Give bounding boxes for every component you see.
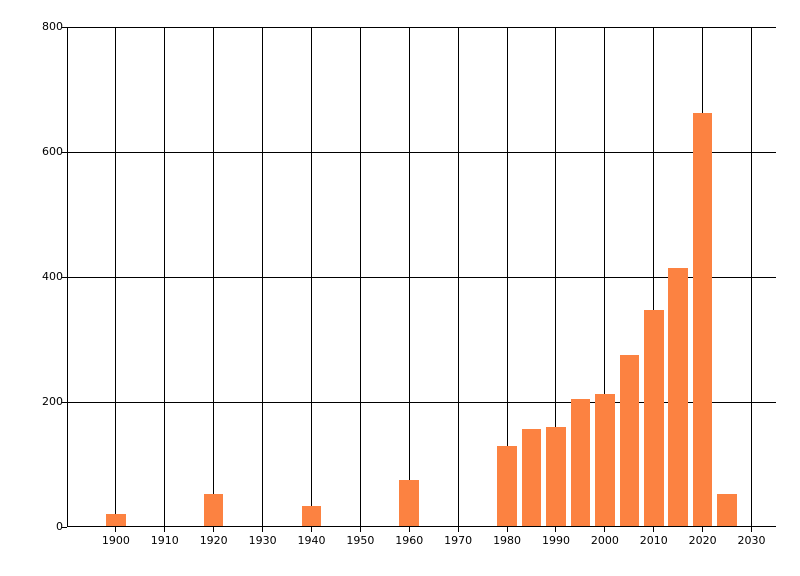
- y-tick-mark: [62, 401, 67, 403]
- x-tick-label: 2000: [590, 534, 619, 547]
- y-tick-mark: [62, 26, 67, 28]
- x-tick-label: 2030: [737, 534, 766, 547]
- bar: [692, 113, 713, 527]
- y-axis-line: [67, 27, 68, 527]
- x-tick-label: 1990: [541, 534, 570, 547]
- y-tick-label: 400: [42, 270, 63, 283]
- y-tick-label: 600: [42, 145, 63, 158]
- bar: [619, 355, 640, 527]
- bar: [399, 479, 420, 527]
- x-gridline: [506, 27, 508, 527]
- y-tick-mark: [62, 276, 67, 278]
- x-tick-label: 1960: [395, 534, 424, 547]
- x-tick-mark: [164, 527, 166, 532]
- x-tick-label: 2020: [688, 534, 717, 547]
- x-gridline: [262, 27, 264, 527]
- x-gridline: [359, 27, 361, 527]
- x-tick-mark: [408, 527, 410, 532]
- bar: [570, 398, 591, 527]
- bar: [546, 427, 566, 527]
- x-tick-label: 1970: [444, 534, 473, 547]
- bar: [717, 493, 737, 527]
- plot-area: [62, 26, 776, 532]
- x-tick-label: 1910: [150, 534, 179, 547]
- y-tick-label: 800: [42, 20, 63, 33]
- x-tick-mark: [213, 527, 215, 532]
- y-gridline: [67, 276, 776, 278]
- y-gridline: [67, 26, 776, 28]
- x-axis-line: [67, 526, 776, 527]
- x-gridline: [653, 27, 655, 527]
- x-tick-mark: [604, 527, 606, 532]
- x-tick-label: 1980: [493, 534, 522, 547]
- y-gridline: [67, 151, 776, 153]
- bar: [497, 445, 517, 527]
- x-gridline: [457, 27, 459, 527]
- x-tick-mark: [310, 527, 312, 532]
- x-tick-mark: [457, 527, 459, 532]
- bar: [203, 493, 224, 527]
- x-tick-mark: [653, 527, 655, 532]
- x-gridline: [555, 27, 557, 527]
- x-tick-label: 1930: [248, 534, 277, 547]
- x-tick-mark: [751, 527, 753, 532]
- x-gridline: [310, 27, 312, 527]
- y-tick-label: 200: [42, 395, 63, 408]
- bar: [668, 268, 688, 527]
- bar: [106, 513, 126, 527]
- x-tick-mark: [555, 527, 557, 532]
- x-tick-mark: [262, 527, 264, 532]
- x-tick-label: 1900: [101, 534, 130, 547]
- y-gridline: [67, 401, 776, 403]
- bar: [521, 428, 542, 527]
- x-tick-mark: [359, 527, 361, 532]
- x-tick-mark: [506, 527, 508, 532]
- y-tick-label: 0: [56, 520, 63, 533]
- x-tick-label: 1920: [199, 534, 228, 547]
- x-gridline: [115, 27, 117, 527]
- x-tick-label: 1940: [297, 534, 326, 547]
- x-tick-label: 2010: [639, 534, 668, 547]
- x-gridline: [164, 27, 166, 527]
- bar: [643, 309, 664, 527]
- x-tick-label: 1950: [346, 534, 375, 547]
- y-tick-mark: [62, 151, 67, 153]
- y-tick-mark: [62, 526, 67, 528]
- x-gridline: [408, 27, 410, 527]
- bar: [301, 505, 322, 527]
- bar: [595, 393, 615, 527]
- x-tick-mark: [702, 527, 704, 532]
- x-gridline: [751, 27, 753, 527]
- x-tick-mark: [115, 527, 117, 532]
- x-gridline: [213, 27, 215, 527]
- x-gridline: [604, 27, 606, 527]
